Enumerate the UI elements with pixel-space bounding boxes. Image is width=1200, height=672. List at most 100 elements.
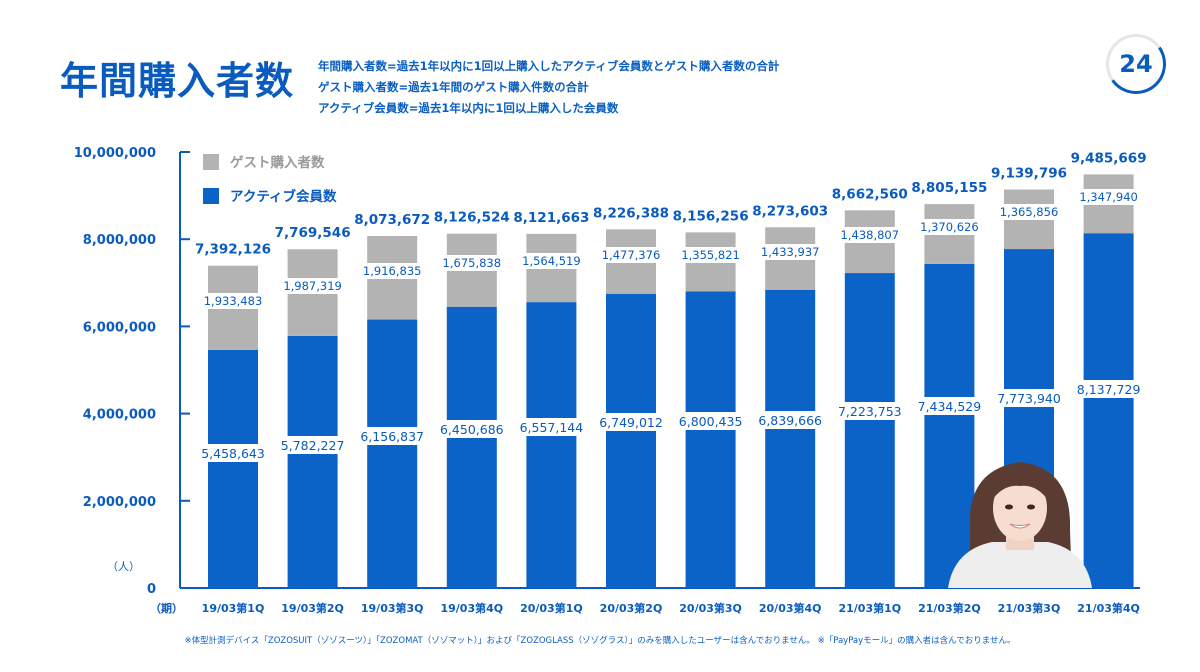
bar-active <box>924 263 975 588</box>
total-value-label: 8,121,663 <box>513 210 589 226</box>
guest-label-bg <box>833 227 906 243</box>
page-title: 年間購入者数 <box>60 59 295 103</box>
x-tick-label: 21/03第4Q <box>1077 601 1140 615</box>
guest-label-bg <box>435 255 508 271</box>
legend-active-swatch <box>203 188 219 204</box>
definition-guest: ゲスト購入者数=過去1年間のゲスト購入件数の合計 <box>318 80 589 94</box>
stacked-bar-chart: 0 2,000,000 4,000,000 6,000,000 8,000,000 10,… <box>74 146 1147 615</box>
guest-label-bg <box>276 278 349 294</box>
guest-value-label: 1,477,376 <box>602 248 661 262</box>
active-label-bg <box>513 418 590 436</box>
y-tick-label: 2,000,000 <box>83 495 156 510</box>
guest-value-label: 1,370,626 <box>920 220 979 234</box>
definition-active: アクティブ会員数=過去1年以内に1回以上購入した会員数 <box>318 101 619 115</box>
active-value-label: 6,839,666 <box>758 413 822 428</box>
guest-label-bg <box>595 247 667 263</box>
active-label-bg <box>831 402 908 420</box>
x-axis-label: （期） <box>150 601 183 615</box>
y-tick-label: 6,000,000 <box>83 320 156 335</box>
active-value-label: 7,773,940 <box>997 391 1061 406</box>
bar-active <box>606 293 656 588</box>
active-value-label: 6,156,837 <box>360 429 424 444</box>
guest-value-label: 1,933,483 <box>204 294 263 308</box>
guest-value-label: 1,347,940 <box>1079 190 1138 204</box>
bar-active <box>287 335 338 588</box>
bar-active <box>526 302 577 588</box>
definitions: 年間購入者数=過去1年以内に1回以上購入したアクティブ会員数とゲスト購入者数の合… <box>318 56 779 119</box>
active-value-label: 6,450,686 <box>440 422 504 437</box>
guest-value-label: 1,564,519 <box>522 254 581 268</box>
presenter-avatar <box>940 452 1100 588</box>
active-label-bg <box>752 411 829 429</box>
active-value-label: 5,458,643 <box>201 446 265 461</box>
active-label-bg <box>672 412 749 430</box>
bar-active <box>685 291 736 588</box>
guest-value-label: 1,355,821 <box>681 248 740 262</box>
bar-active <box>765 289 816 588</box>
guest-value-label: 1,365,856 <box>1000 205 1059 219</box>
guest-label-bg <box>1072 189 1145 205</box>
guest-value-label: 1,987,319 <box>283 279 342 293</box>
active-label-bg <box>1070 380 1147 398</box>
bar-active <box>367 319 418 588</box>
active-value-label: 6,749,012 <box>599 415 663 430</box>
x-tick-label: 20/03第4Q <box>759 601 822 615</box>
guest-label-bg <box>197 293 269 309</box>
total-value-label: 9,139,796 <box>991 166 1067 182</box>
bar-active <box>446 306 497 588</box>
total-value-label: 9,485,669 <box>1071 150 1147 166</box>
guest-label-bg <box>754 244 827 260</box>
total-value-label: 8,226,388 <box>593 205 669 221</box>
active-value-label: 7,223,753 <box>838 404 902 419</box>
active-label-bg <box>593 413 669 431</box>
x-tick-label: 20/03第1Q <box>520 601 583 615</box>
bar-active <box>208 350 258 588</box>
total-value-label: 8,662,560 <box>832 186 908 202</box>
active-label-bg <box>911 397 988 415</box>
x-tick-label: 20/03第2Q <box>600 601 663 615</box>
guest-label-bg <box>674 247 747 263</box>
guest-value-label: 1,675,838 <box>443 256 502 270</box>
x-tick-label: 21/03第3Q <box>998 601 1061 615</box>
x-tick-label: 19/03第1Q <box>202 601 265 615</box>
x-tick-label: 19/03第4Q <box>440 601 503 615</box>
total-value-label: 8,126,524 <box>434 210 510 226</box>
legend-guest-text: ゲスト購入者数 <box>230 154 325 171</box>
footnote: ※体型計測デバイス「ZOZOSUIT（ゾゾスーツ）」「ZOZOMAT（ゾゾマット… <box>184 636 1016 646</box>
y-tick-label: 4,000,000 <box>83 408 156 423</box>
total-value-label: 7,769,546 <box>275 225 351 241</box>
guest-label-bg <box>913 219 986 235</box>
active-value-label: 7,434,529 <box>918 399 982 414</box>
total-value-label: 8,273,603 <box>752 203 828 219</box>
legend-active-text: アクティブ会員数 <box>230 188 337 205</box>
guest-value-label: 1,438,807 <box>841 228 900 242</box>
active-label-bg <box>274 436 351 454</box>
y-tick-label: 8,000,000 <box>83 233 156 248</box>
x-tick-label: 20/03第3Q <box>679 601 742 615</box>
total-value-label: 8,156,256 <box>673 208 749 224</box>
bar-active <box>1083 233 1134 589</box>
guest-value-label: 1,916,835 <box>363 264 422 278</box>
definition-total: 年間購入者数=過去1年以内に1回以上購入したアクティブ会員数とゲスト購入者数の合… <box>318 59 780 73</box>
total-value-label: 8,073,672 <box>354 212 430 228</box>
active-value-label: 6,557,144 <box>520 420 584 435</box>
active-label-bg <box>195 444 271 462</box>
active-value-label: 5,782,227 <box>281 438 345 453</box>
guest-label-bg <box>356 263 429 279</box>
page-number: 24 <box>1119 50 1153 78</box>
x-tick-label: 19/03第2Q <box>281 601 344 615</box>
total-value-label: 7,392,126 <box>195 242 271 258</box>
total-value-label: 8,805,155 <box>911 180 987 196</box>
y-tick-label: 0 <box>147 582 156 597</box>
y-tick-label: 10,000,000 <box>74 146 156 161</box>
guest-label-bg <box>515 253 588 269</box>
guest-label-bg <box>993 204 1065 220</box>
guest-value-label: 1,433,937 <box>761 245 820 259</box>
y-axis-label: （人） <box>107 560 140 573</box>
page-number-badge: 24 <box>1101 29 1171 99</box>
x-tick-label: 21/03第2Q <box>918 601 981 615</box>
active-label-bg <box>433 420 510 438</box>
legend-guest-swatch <box>203 154 219 170</box>
active-value-label: 8,137,729 <box>1077 382 1141 397</box>
x-tick-label: 19/03第3Q <box>361 601 424 615</box>
